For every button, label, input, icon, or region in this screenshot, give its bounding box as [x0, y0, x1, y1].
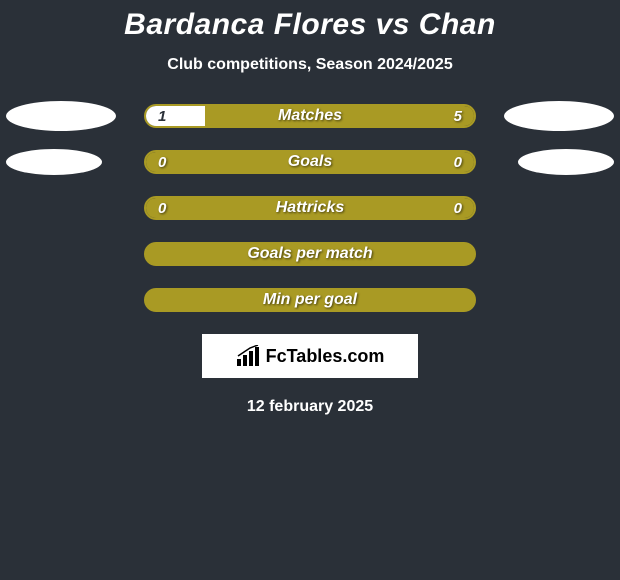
player-ellipse-left	[6, 149, 102, 175]
value-left: 0	[158, 200, 166, 217]
stat-label: Min per goal	[263, 291, 357, 309]
subtitle: Club competitions, Season 2024/2025	[0, 56, 620, 74]
value-left: 0	[158, 154, 166, 171]
logo-box: FcTables.com	[202, 334, 418, 378]
page-title: Bardanca Flores vs Chan	[0, 8, 620, 42]
stat-label: Goals per match	[247, 245, 372, 263]
value-right: 5	[454, 108, 462, 125]
fill-left	[146, 106, 205, 126]
date-text: 12 february 2025	[0, 398, 620, 416]
stat-bar: Min per goal	[144, 288, 476, 312]
logo-text: FcTables.com	[266, 346, 385, 367]
stat-row: 0 Hattricks 0	[0, 196, 620, 220]
stat-row: 0 Goals 0	[0, 150, 620, 174]
stat-rows: 1 Matches 5 0 Goals 0 0 Hattricks 0 Goals per mat…	[0, 104, 620, 312]
stat-bar: 0 Hattricks 0	[144, 196, 476, 220]
stat-bar: Goals per match	[144, 242, 476, 266]
stat-bar: 1 Matches 5	[144, 104, 476, 128]
stat-label: Matches	[278, 107, 342, 125]
player-ellipse-right	[518, 149, 614, 175]
player-ellipse-right	[504, 101, 614, 131]
barchart-icon	[236, 345, 262, 367]
stat-row: Goals per match	[0, 242, 620, 266]
comparison-widget: Bardanca Flores vs Chan Club competition…	[0, 0, 620, 416]
value-left: 1	[158, 108, 166, 125]
stat-bar: 0 Goals 0	[144, 150, 476, 174]
value-right: 0	[454, 154, 462, 171]
stat-label: Hattricks	[276, 199, 344, 217]
stat-row: Min per goal	[0, 288, 620, 312]
stat-label: Goals	[288, 153, 332, 171]
stat-row: 1 Matches 5	[0, 104, 620, 128]
value-right: 0	[454, 200, 462, 217]
player-ellipse-left	[6, 101, 116, 131]
